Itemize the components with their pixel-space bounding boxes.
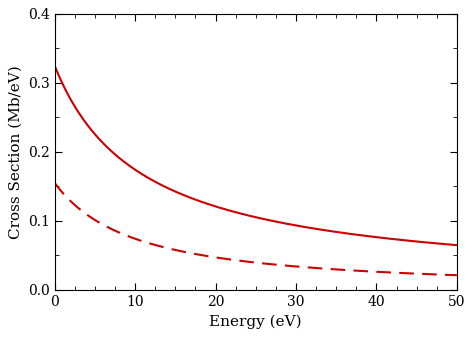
Y-axis label: Cross Section (Mb/eV): Cross Section (Mb/eV)	[9, 65, 22, 239]
X-axis label: Energy (eV): Energy (eV)	[210, 314, 302, 329]
